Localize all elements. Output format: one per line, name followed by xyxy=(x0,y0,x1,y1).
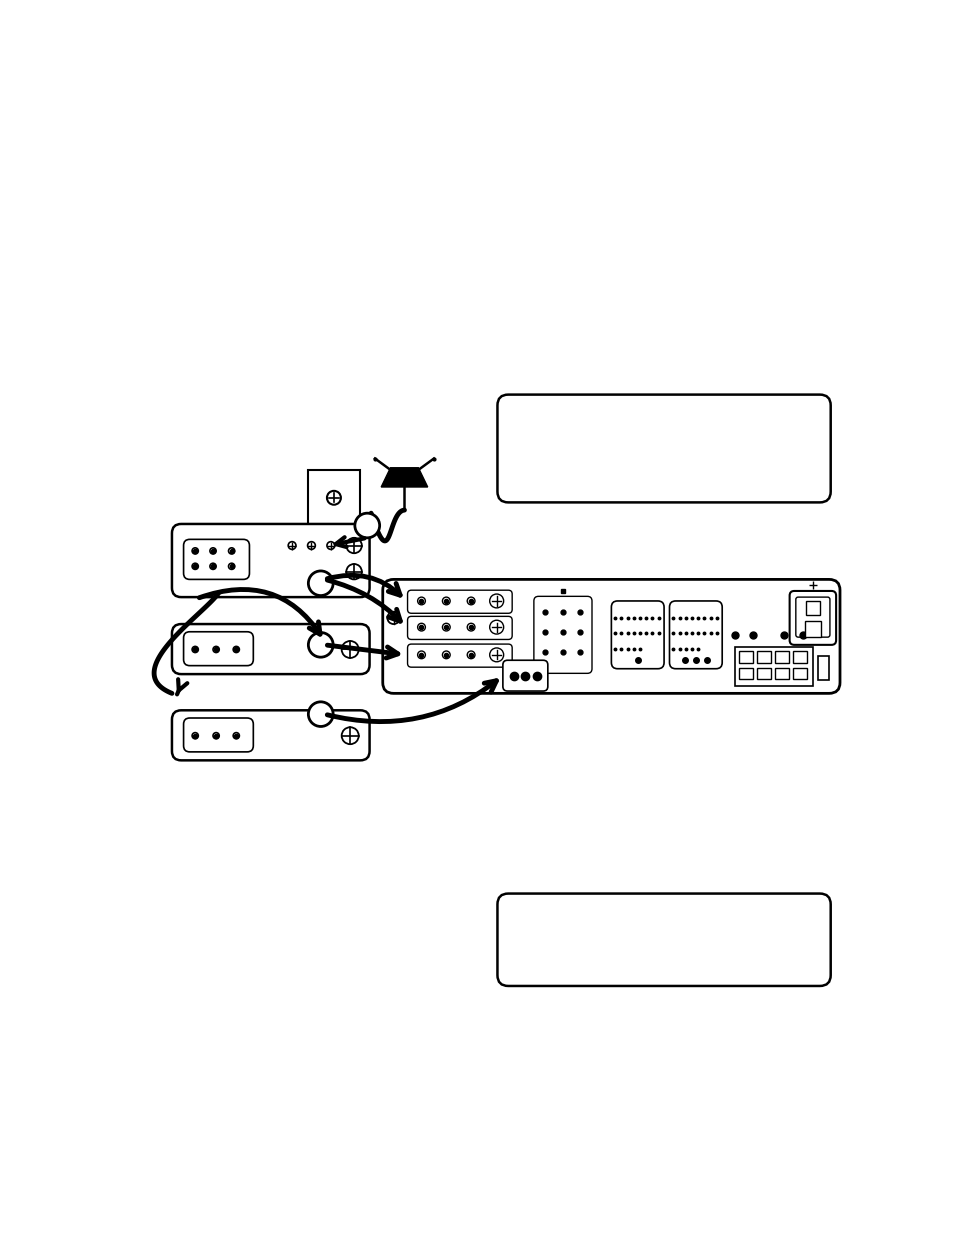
Circle shape xyxy=(489,594,503,608)
Circle shape xyxy=(210,548,216,555)
Circle shape xyxy=(308,632,333,657)
Circle shape xyxy=(346,564,361,579)
Polygon shape xyxy=(381,468,427,487)
Circle shape xyxy=(417,597,425,605)
FancyBboxPatch shape xyxy=(502,661,547,692)
Circle shape xyxy=(210,563,216,569)
Circle shape xyxy=(229,548,234,555)
Circle shape xyxy=(467,624,475,631)
Circle shape xyxy=(192,548,198,555)
Circle shape xyxy=(467,597,475,605)
Circle shape xyxy=(417,651,425,658)
Circle shape xyxy=(308,701,333,726)
Circle shape xyxy=(467,651,475,658)
FancyBboxPatch shape xyxy=(172,710,369,761)
Bar xyxy=(757,668,770,679)
FancyBboxPatch shape xyxy=(611,601,663,668)
FancyBboxPatch shape xyxy=(183,540,249,579)
Bar xyxy=(735,647,812,685)
Circle shape xyxy=(489,620,503,634)
FancyBboxPatch shape xyxy=(789,592,835,645)
FancyBboxPatch shape xyxy=(669,601,721,668)
FancyBboxPatch shape xyxy=(497,395,830,503)
FancyBboxPatch shape xyxy=(172,624,369,674)
Bar xyxy=(818,656,828,679)
FancyBboxPatch shape xyxy=(407,616,512,640)
Circle shape xyxy=(341,641,358,658)
Circle shape xyxy=(192,563,198,569)
Circle shape xyxy=(307,542,315,550)
Circle shape xyxy=(341,727,358,745)
Circle shape xyxy=(229,563,234,569)
Circle shape xyxy=(233,646,239,652)
Circle shape xyxy=(442,597,450,605)
Bar xyxy=(792,651,806,662)
FancyBboxPatch shape xyxy=(795,597,829,637)
FancyBboxPatch shape xyxy=(534,597,592,673)
Circle shape xyxy=(355,514,379,537)
Bar xyxy=(757,651,770,662)
Bar xyxy=(774,668,788,679)
Circle shape xyxy=(213,646,219,652)
Circle shape xyxy=(417,624,425,631)
Bar xyxy=(739,651,753,662)
FancyBboxPatch shape xyxy=(407,645,512,667)
Bar xyxy=(307,471,360,526)
FancyBboxPatch shape xyxy=(172,524,369,597)
Circle shape xyxy=(327,490,340,505)
Bar xyxy=(739,668,753,679)
FancyBboxPatch shape xyxy=(382,579,840,693)
Circle shape xyxy=(192,732,198,739)
FancyBboxPatch shape xyxy=(407,590,512,614)
Circle shape xyxy=(346,537,361,553)
Circle shape xyxy=(213,732,219,739)
Circle shape xyxy=(233,732,239,739)
Circle shape xyxy=(192,646,198,652)
FancyBboxPatch shape xyxy=(497,894,830,986)
Bar xyxy=(774,651,788,662)
Bar xyxy=(792,668,806,679)
Circle shape xyxy=(327,542,335,550)
Circle shape xyxy=(308,571,333,595)
Circle shape xyxy=(442,651,450,658)
Circle shape xyxy=(288,542,295,550)
Circle shape xyxy=(489,648,503,662)
FancyBboxPatch shape xyxy=(183,718,253,752)
Circle shape xyxy=(387,611,399,624)
Circle shape xyxy=(442,624,450,631)
FancyBboxPatch shape xyxy=(183,632,253,666)
